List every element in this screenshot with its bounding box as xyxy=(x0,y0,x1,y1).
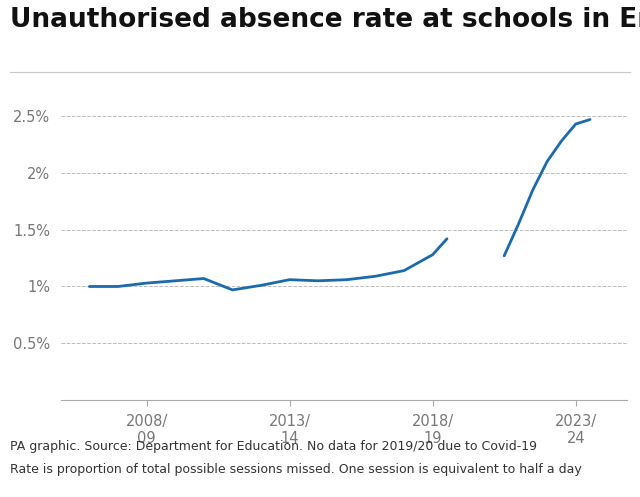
Text: Unauthorised absence rate at schools in England: Unauthorised absence rate at schools in … xyxy=(10,7,640,33)
Text: PA graphic. Source: Department for Education. No data for 2019/20 due to Covid-1: PA graphic. Source: Department for Educa… xyxy=(10,440,536,453)
Text: Rate is proportion of total possible sessions missed. One session is equivalent : Rate is proportion of total possible ses… xyxy=(10,463,581,476)
